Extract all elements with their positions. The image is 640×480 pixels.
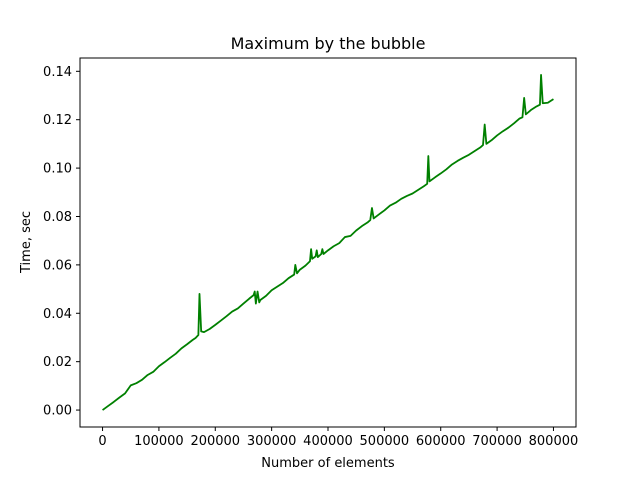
chart-title: Maximum by the bubble — [231, 34, 426, 53]
y-axis: 0.00 0.02 0.04 0.06 0.08 0.10 0.12 0.14 — [43, 65, 80, 419]
x-tick-label: 300000 — [247, 434, 297, 449]
x-tick-label: 200000 — [190, 434, 240, 449]
y-axis-label: Time, sec — [19, 211, 34, 274]
x-tick-label: 0 — [98, 434, 106, 449]
x-tick-label: 400000 — [303, 434, 353, 449]
x-tick-label: 700000 — [472, 434, 522, 449]
y-tick-label: 0.10 — [43, 162, 72, 177]
y-tick-label: 0.04 — [43, 307, 72, 322]
y-tick-label: 0.08 — [43, 210, 72, 225]
x-axis-label: Number of elements — [261, 456, 395, 471]
series-layer — [102, 74, 554, 411]
y-tick-label: 0.12 — [43, 113, 72, 128]
series-line-0 — [102, 74, 554, 411]
x-tick-label: 100000 — [134, 434, 184, 449]
x-tick-label: 800000 — [529, 434, 579, 449]
y-tick-label: 0.02 — [43, 355, 72, 370]
y-tick-label: 0.14 — [43, 65, 72, 80]
x-tick-label: 600000 — [416, 434, 466, 449]
x-tick-label: 500000 — [360, 434, 410, 449]
y-tick-label: 0.00 — [43, 404, 72, 419]
x-axis: 0 100000 200000 300000 400000 500000 600000 700… — [98, 427, 578, 449]
y-tick-label: 0.06 — [43, 258, 72, 273]
